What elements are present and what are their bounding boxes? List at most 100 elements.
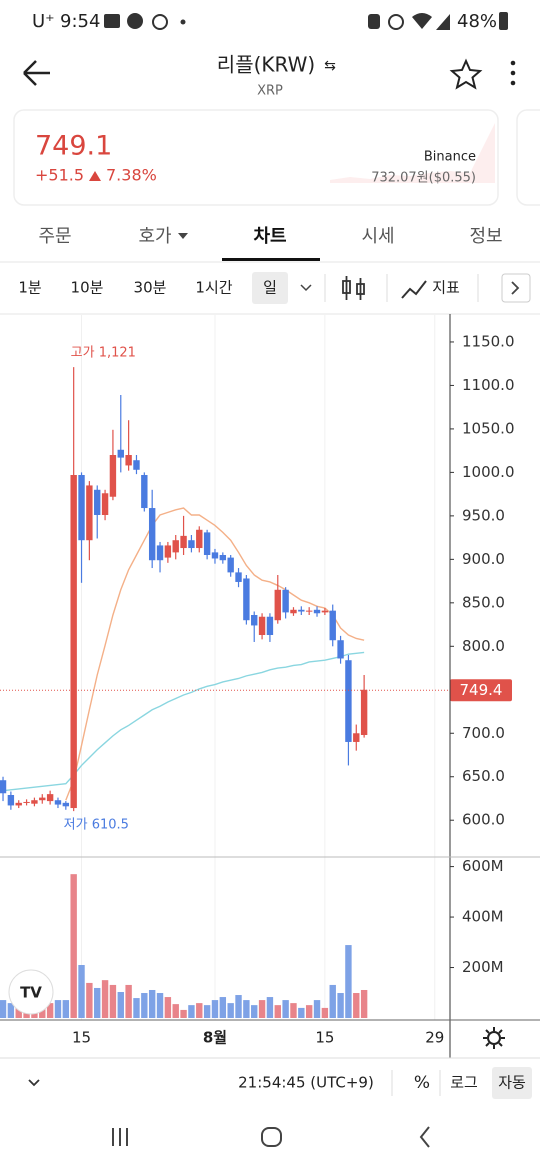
scroll-arrow [511, 281, 520, 295]
candle-body [258, 616, 266, 635]
volume-bar [70, 874, 77, 1018]
swap-icon[interactable]: ⇆ [324, 58, 336, 74]
volume-bar [227, 1003, 234, 1018]
interval-option[interactable]: 10분 [71, 279, 104, 297]
volume-tick-label: 200M [462, 958, 504, 976]
volume-bar [282, 1000, 289, 1018]
candle-body [243, 578, 250, 621]
candle-body [164, 545, 172, 558]
interval-option[interactable]: 1시간 [195, 279, 232, 297]
x-tick-label: 15 [315, 1029, 334, 1047]
volume-bar [125, 984, 132, 1018]
card-sparkline [330, 123, 495, 183]
favorite-button[interactable] [449, 58, 483, 90]
up-arrow [89, 171, 101, 181]
volume-bar [243, 1000, 250, 1018]
chart-time: 21:54:45 (UTC+9) [238, 1074, 374, 1092]
volume-bar [360, 989, 368, 1018]
volume-bar [164, 997, 172, 1018]
interval-bar: 1분 10분 30분 1시간 일 [18, 279, 277, 297]
candle-body [203, 532, 211, 555]
indicator-icon[interactable] [401, 280, 427, 299]
interval-dropdown[interactable] [300, 284, 312, 292]
candle-body [7, 795, 15, 806]
tv-logo[interactable] [8, 969, 54, 1015]
volume-bar [101, 980, 109, 1018]
scroll-button[interactable] [501, 273, 531, 303]
tab[interactable]: 시세 [361, 226, 394, 247]
candle-body [266, 616, 274, 635]
candle-body [156, 545, 164, 561]
chart-type-button[interactable] [342, 276, 365, 300]
price: 749.1 [35, 131, 112, 162]
candle-body [305, 610, 313, 612]
volume-bar [211, 1000, 219, 1018]
candle-body [180, 535, 187, 549]
volume-bar [86, 982, 93, 1018]
tab[interactable]: 차트 [253, 226, 286, 247]
volume-bar [156, 993, 164, 1018]
coin-symbol: XRP [257, 84, 283, 99]
candle-body [94, 489, 101, 515]
candle-body [360, 689, 368, 735]
home-button[interactable] [261, 1127, 282, 1147]
interval-option[interactable]: 1분 [18, 279, 42, 297]
collapse-button[interactable] [28, 1079, 40, 1087]
y-tick-label: 900.0 [462, 550, 505, 568]
volume-bar [235, 995, 242, 1018]
volume-bar [54, 1000, 62, 1018]
candle-body [282, 589, 289, 613]
volume-bar [39, 1007, 46, 1018]
volume-bar [109, 984, 117, 1018]
candle-body [298, 609, 305, 612]
volume-tick-label: 400M [462, 908, 504, 926]
x-tick-label: 8월 [203, 1029, 227, 1047]
volume-bar [337, 993, 344, 1018]
price-change: +51.5 [35, 166, 84, 185]
candle-body [141, 475, 148, 509]
tab[interactable]: 호가 [138, 226, 171, 247]
volume-bar [117, 992, 124, 1018]
percent-button[interactable]: % [414, 1073, 430, 1093]
price-annotation: 저가 610.5 [64, 818, 129, 833]
volume-bar [196, 1003, 203, 1018]
indicator-button[interactable]: 지표 [432, 279, 460, 297]
candle-body [196, 529, 203, 549]
volume-bar [274, 1005, 281, 1018]
nav-back[interactable] [419, 1126, 430, 1148]
battery-level: 48% [457, 11, 497, 32]
active-tab-indicator [222, 258, 320, 261]
moving-average-line [2, 651, 365, 792]
tab[interactable]: 정보 [469, 226, 502, 247]
interval-option[interactable]: 30분 [134, 279, 167, 297]
volume-bar [321, 1007, 329, 1018]
candle-body [31, 800, 38, 804]
candle-body [188, 540, 195, 549]
carrier: U⁺ [32, 11, 55, 32]
volume-bar [15, 1005, 22, 1018]
auto-button[interactable]: 자동 [498, 1074, 526, 1092]
log-button[interactable]: 로그 [450, 1074, 478, 1092]
auto-button-bg [492, 1067, 532, 1099]
volume-bar [313, 1000, 321, 1018]
back-button[interactable] [23, 60, 50, 86]
volume-bar [7, 1003, 15, 1018]
settings-button[interactable] [483, 1027, 505, 1049]
volume-bar [172, 1004, 179, 1018]
coin-title: 리플(KRW) [217, 53, 315, 77]
candle-body [353, 733, 360, 742]
tab[interactable]: 주문 [38, 226, 71, 247]
candle-body [62, 802, 70, 807]
volume-bar [78, 965, 85, 1018]
volume-bar [62, 1000, 70, 1018]
chart: 158월1529600.0650.0700.0750.0800.0850.090… [0, 315, 515, 1047]
interval-option[interactable]: 일 [263, 279, 277, 297]
more-button[interactable] [510, 60, 516, 86]
recent-apps[interactable] [112, 1128, 128, 1146]
volume-bar [353, 993, 360, 1018]
next-card[interactable] [516, 109, 540, 206]
candle-body [227, 557, 234, 573]
candle-body [23, 801, 30, 803]
candle-body [274, 589, 281, 621]
candle-body [46, 794, 54, 802]
